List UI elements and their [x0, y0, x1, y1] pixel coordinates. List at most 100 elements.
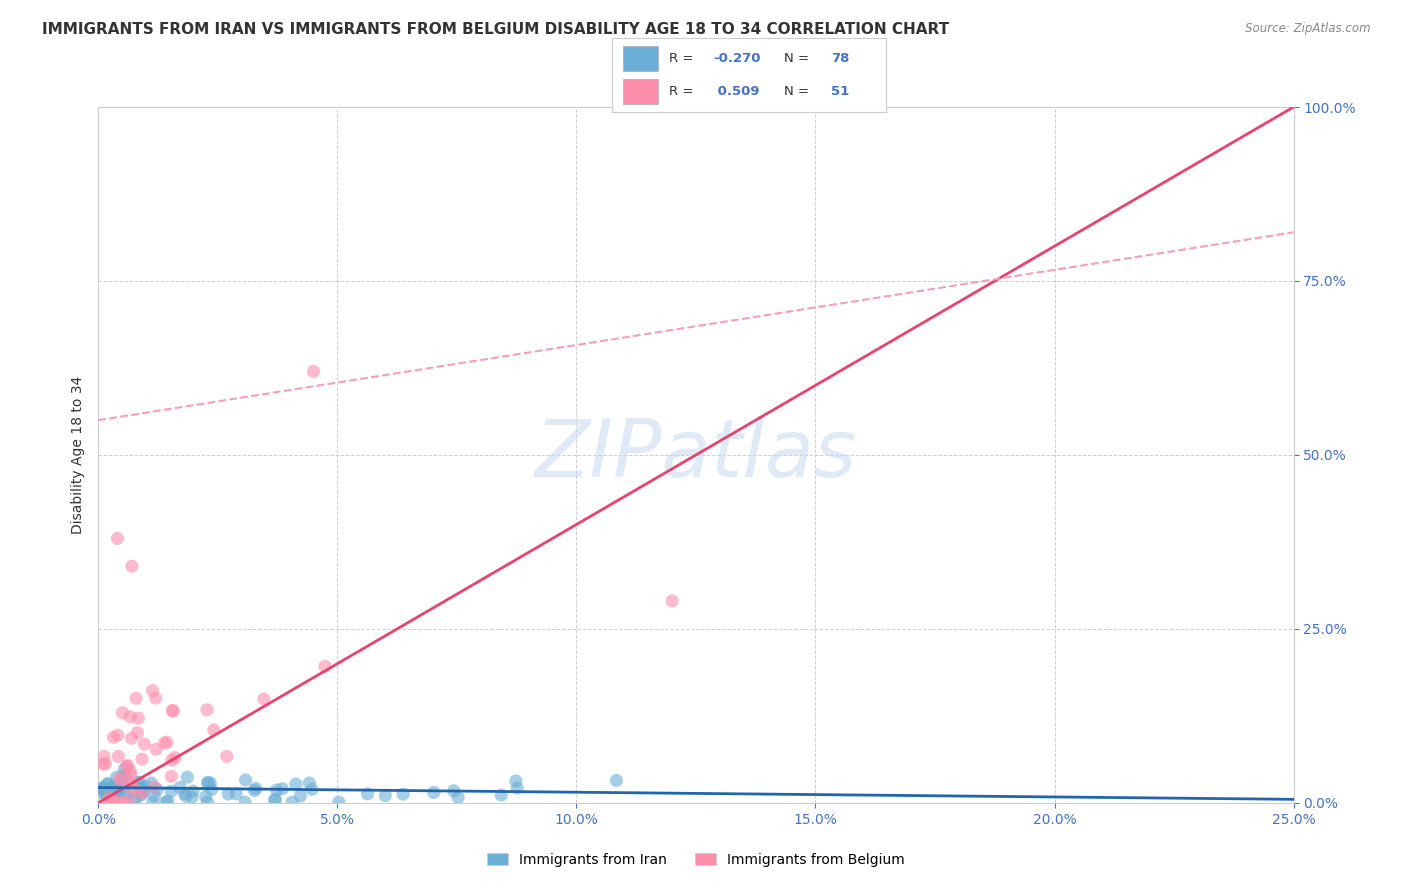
Point	[131, 782, 153, 797]
Point	[314, 659, 336, 673]
Point	[110, 795, 132, 809]
Text: R =: R =	[669, 52, 697, 64]
Point	[197, 775, 219, 789]
Text: 78: 78	[831, 52, 849, 64]
Point	[111, 706, 134, 720]
Point	[91, 780, 114, 795]
Point	[96, 785, 118, 799]
Text: 51: 51	[831, 86, 849, 98]
Point	[447, 790, 470, 805]
Point	[302, 364, 325, 378]
Point	[105, 784, 128, 798]
Point	[120, 775, 142, 789]
Point	[266, 783, 288, 797]
Point	[284, 777, 307, 791]
Point	[107, 785, 129, 799]
Point	[111, 778, 134, 792]
Text: ZIPatlas: ZIPatlas	[534, 416, 858, 494]
Point	[165, 750, 187, 764]
Point	[93, 749, 115, 764]
Text: Source: ZipAtlas.com: Source: ZipAtlas.com	[1246, 22, 1371, 36]
Point	[107, 783, 129, 797]
Point	[173, 787, 195, 801]
Point	[114, 770, 136, 784]
Legend: Immigrants from Iran, Immigrants from Belgium: Immigrants from Iran, Immigrants from Be…	[482, 847, 910, 872]
Point	[110, 773, 132, 788]
Point	[128, 781, 150, 796]
Point	[225, 787, 247, 801]
Point	[271, 781, 294, 796]
Point	[91, 781, 114, 796]
Point	[142, 683, 165, 698]
Point	[100, 784, 122, 798]
Point	[112, 795, 135, 809]
Point	[94, 790, 117, 805]
Point	[98, 780, 121, 795]
Point	[491, 788, 513, 802]
Point	[195, 795, 218, 809]
Point	[132, 785, 155, 799]
Point	[328, 795, 350, 809]
Point	[155, 795, 177, 809]
Point	[128, 775, 150, 789]
Point	[118, 780, 141, 795]
Point	[290, 789, 312, 803]
Point	[117, 759, 139, 773]
Point	[125, 791, 148, 805]
Point	[281, 795, 304, 809]
Point	[143, 780, 166, 794]
Point	[121, 559, 143, 574]
Point	[131, 788, 153, 802]
Point	[127, 711, 149, 725]
Bar	[623, 45, 658, 70]
Point	[422, 785, 444, 799]
Text: N =: N =	[785, 86, 814, 98]
Point	[174, 789, 197, 804]
Point	[264, 792, 287, 806]
Point	[94, 756, 117, 771]
Point	[115, 787, 138, 801]
Point	[105, 770, 128, 784]
Point	[195, 703, 218, 717]
Point	[200, 782, 222, 797]
Point	[146, 782, 169, 797]
Point	[181, 790, 204, 805]
Point	[98, 790, 121, 805]
Point	[125, 691, 148, 706]
Point	[120, 710, 142, 724]
Text: R =: R =	[669, 86, 697, 98]
Point	[200, 776, 222, 790]
Point	[125, 783, 148, 797]
Point	[162, 703, 184, 717]
Point	[301, 782, 323, 797]
Point	[392, 787, 415, 801]
Point	[298, 776, 321, 790]
Point	[93, 782, 115, 797]
Point	[131, 786, 153, 800]
Point	[142, 795, 165, 809]
Point	[156, 735, 179, 749]
Point	[91, 781, 114, 796]
Point	[233, 795, 256, 809]
Point	[215, 749, 238, 764]
Point	[107, 728, 129, 742]
Point	[506, 780, 529, 795]
Point	[143, 789, 166, 803]
Point	[111, 769, 134, 783]
Point	[121, 731, 143, 746]
Point	[127, 775, 149, 789]
Point	[243, 783, 266, 797]
Point	[107, 749, 129, 764]
Text: N =: N =	[785, 52, 814, 64]
Point	[111, 779, 134, 793]
Point	[605, 773, 627, 788]
Point	[91, 757, 114, 772]
Text: 0.509: 0.509	[713, 86, 759, 98]
Point	[153, 736, 176, 750]
Point	[661, 594, 683, 608]
Point	[107, 532, 129, 546]
Point	[160, 769, 183, 783]
Point	[122, 793, 145, 807]
Point	[356, 787, 378, 801]
Text: IMMIGRANTS FROM IRAN VS IMMIGRANTS FROM BELGIUM DISABILITY AGE 18 TO 34 CORRELAT: IMMIGRANTS FROM IRAN VS IMMIGRANTS FROM …	[42, 22, 949, 37]
